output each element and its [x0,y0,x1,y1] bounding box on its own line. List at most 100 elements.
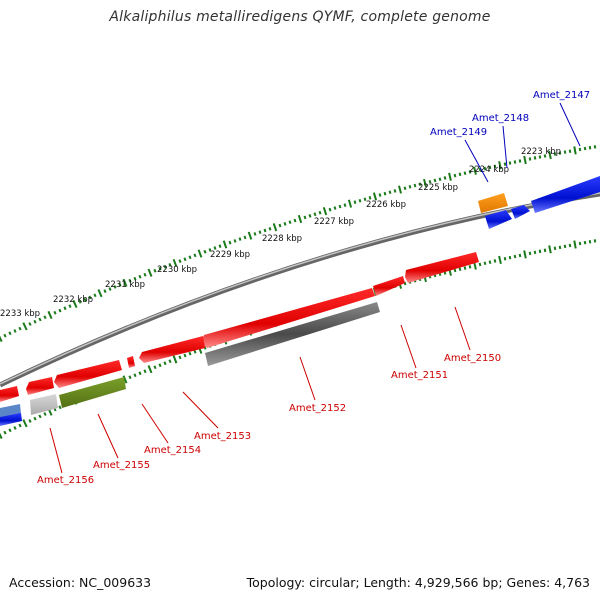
major-tick [548,245,552,254]
major-tick [122,375,128,384]
minor-tick [68,304,72,308]
minor-tick [258,230,262,235]
gene-label-amet-2152[interactable]: Amet_2152 [289,403,346,414]
gene-amet-2155-forward[interactable] [54,360,122,388]
minor-tick [218,244,222,249]
gene-amet-2156[interactable] [30,394,58,415]
outer-tick-track [0,145,597,343]
gene-amet-2147[interactable] [531,176,600,213]
minor-tick [188,255,192,260]
gene-left-blue-2[interactable] [0,413,22,426]
major-tick [247,231,253,240]
minor-tick [393,189,397,193]
major-tick [22,419,28,428]
gene-label-amet-2153[interactable]: Amet_2153 [194,431,251,442]
minor-tick [433,178,437,183]
minor-tick [493,259,497,263]
gene-amet-2152[interactable] [205,302,380,366]
major-tick [473,166,477,175]
minor-tick [368,196,372,200]
minor-tick [153,365,157,370]
gene-amet-2151[interactable] [373,276,405,296]
minor-tick [538,249,542,254]
minor-tick [508,161,512,165]
tick-label: 2225 kbp [418,183,458,193]
minor-tick [58,308,62,313]
gene-amet-2156-forward[interactable] [26,377,54,395]
minor-tick [563,150,567,154]
gene-amet-2154[interactable] [127,356,135,368]
gene-label-amet-2155[interactable]: Amet_2155 [93,460,150,471]
minor-tick [193,253,197,258]
major-tick [22,322,28,331]
gene-amet-2148b[interactable] [511,205,530,219]
major-tick [372,192,378,201]
minor-tick [388,190,392,195]
minor-tick [153,268,157,273]
minor-tick [468,170,472,174]
gene-amet-2153[interactable] [139,336,205,363]
minor-tick [343,203,347,208]
leader-amet-2150 [454,306,471,351]
gene-label-amet-2147[interactable]: Amet_2147 [533,90,590,101]
minor-tick [458,267,462,272]
minor-tick [513,160,517,164]
leader-amet-2152 [299,356,316,401]
minor-tick [178,355,182,360]
gene-amet-2148[interactable] [485,210,512,229]
gene-label-amet-2148[interactable]: Amet_2148 [472,113,529,124]
minor-tick [78,299,82,304]
right-genes [478,176,600,229]
minor-tick [413,183,417,188]
minor-tick [533,156,537,160]
gene-amet-2155[interactable] [59,377,126,408]
minor-tick [263,228,267,233]
gene-label-amet-2154[interactable]: Amet_2154 [144,445,201,456]
minor-tick [163,265,167,269]
minor-tick [518,253,522,258]
gene-amet-2150[interactable] [405,252,479,283]
reverse-genes [0,302,380,426]
minor-tick [83,297,87,302]
minor-tick [483,166,487,171]
minor-tick [108,287,112,291]
tick-label: 2228 kbp [262,234,302,244]
tick-label: 2223 kbp [521,147,561,157]
minor-tick [128,278,132,283]
major-tick [523,155,527,165]
minor-tick [163,361,167,366]
minor-tick [133,276,137,281]
forward-genes [0,252,479,402]
leader-amet-2148 [502,125,508,169]
minor-tick [38,317,42,322]
minor-tick [113,285,117,289]
major-tick [72,299,78,309]
minor-tick [118,283,122,287]
gene-left-edge[interactable] [0,386,19,402]
tick-label: 2231 kbp [105,280,145,290]
gene-amet-2152-forward[interactable] [201,288,375,348]
gene-label-amet-2150[interactable]: Amet_2150 [444,353,501,364]
gene-label-amet-2156[interactable]: Amet_2156 [37,475,94,486]
leader-amet-2151 [400,324,417,369]
minor-tick [13,329,17,333]
minor-tick [528,157,532,161]
minor-tick [3,430,7,435]
minor-tick [3,333,7,338]
minor-tick [463,171,467,175]
leader-amet-2156 [49,427,63,474]
major-tick [297,214,303,224]
minor-tick [538,155,542,159]
major-tick [573,146,577,155]
gene-label-amet-2151[interactable]: Amet_2151 [391,370,448,381]
minor-tick [528,251,532,256]
minor-tick [33,416,37,421]
leader-amet-2154 [141,403,169,444]
minor-tick [158,363,162,368]
minor-tick [313,212,317,217]
major-tick [448,172,452,181]
gene-amet-2149[interactable] [478,193,508,213]
minor-tick [333,206,337,210]
major-tick [398,185,402,194]
gene-label-amet-2149[interactable]: Amet_2149 [430,127,487,138]
